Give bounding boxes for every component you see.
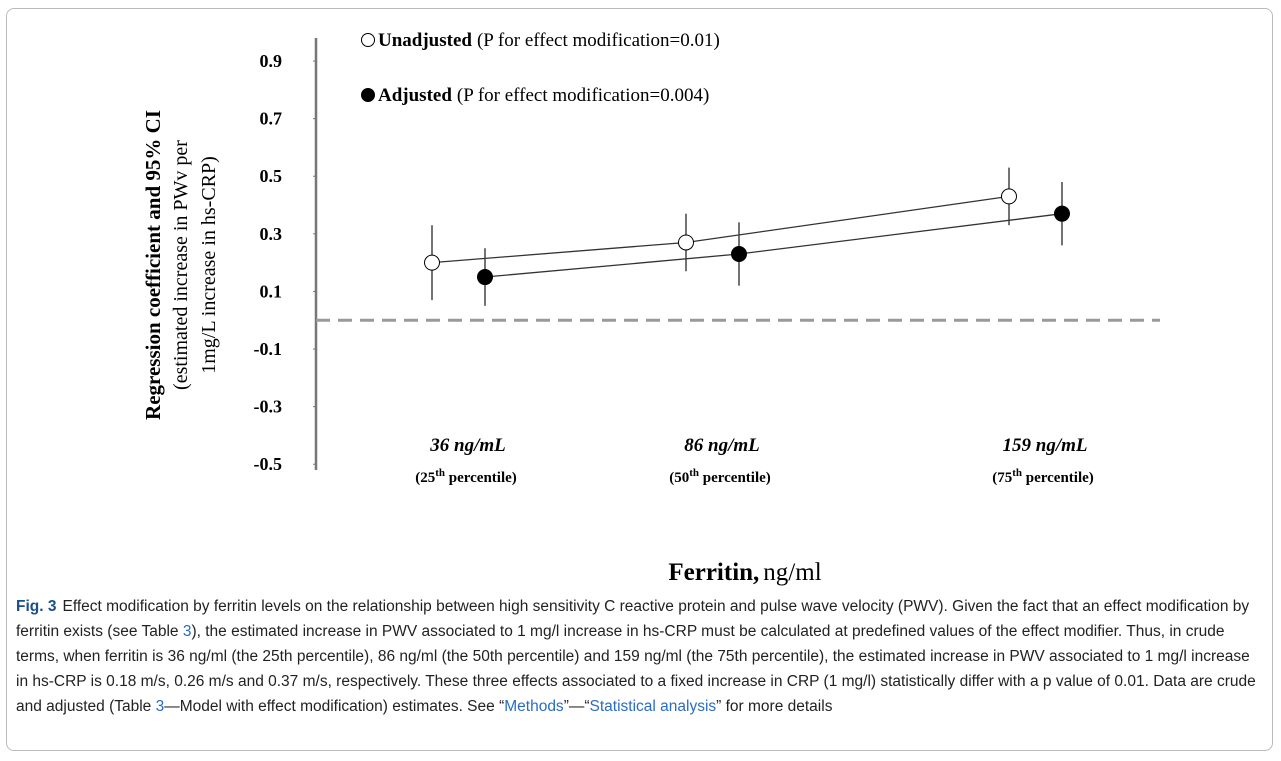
y-tick-label: 0.7 xyxy=(260,109,283,129)
series-line xyxy=(431,195,1010,264)
x-axis-title-unit: ng/ml xyxy=(763,559,821,586)
note-sup: th xyxy=(435,467,445,479)
note-text: (50 xyxy=(669,470,689,486)
caption-link[interactable]: 3 xyxy=(155,698,165,715)
x-tick-note: (75th percentile) xyxy=(992,467,1094,486)
legend-name: Unadjusted xyxy=(378,30,472,51)
data-point xyxy=(731,246,747,262)
y-tick-label: 0.5 xyxy=(260,166,283,186)
legend-name: Adjusted xyxy=(378,85,452,106)
caption-text: —Model with effect modification) estimat… xyxy=(164,698,505,715)
y-tick-label: 0.9 xyxy=(260,51,283,71)
y-tick-label: 0.3 xyxy=(260,224,283,244)
x-tick-label: 36 ng/mL xyxy=(429,435,505,456)
y-tick-label: -0.5 xyxy=(254,454,283,474)
note-text: percentile) xyxy=(445,470,517,486)
data-point xyxy=(678,234,694,251)
x-tick-label: 86 ng/mL xyxy=(684,435,759,456)
legend-label: Adjusted (P for effect modification=0.004… xyxy=(378,85,709,106)
caption: Fig. 3 Effect modification by ferritin le… xyxy=(16,594,1256,719)
note-sup: th xyxy=(689,467,699,479)
caption-link[interactable]: 3 xyxy=(182,623,192,640)
figure-frame xyxy=(6,8,1273,751)
series-line xyxy=(484,213,1063,278)
caption-label: Fig. 3 xyxy=(16,598,57,615)
x-tick-note: (50th percentile) xyxy=(669,467,771,486)
x-tick-note: (25th percentile) xyxy=(415,467,517,486)
legend-marker xyxy=(361,33,375,47)
data-point xyxy=(477,269,493,286)
caption-text: ”—“ xyxy=(563,698,590,715)
data-point xyxy=(1001,188,1017,205)
y-axis-subtitle: 1mg/L increase in hs-CRP) xyxy=(198,156,220,374)
x-axis-title: Ferritin, ng/ml xyxy=(668,559,821,586)
legend-marker xyxy=(361,88,375,102)
caption-link[interactable]: Methods xyxy=(504,698,564,715)
note-text: (25 xyxy=(415,470,435,486)
chart: 0.9 0.7 0.5 0.3 0.1 -0.1 -0.3 -0.5 Regression co… xyxy=(141,30,1160,586)
legend-label: Unadjusted (P for effect modification=0.0… xyxy=(378,30,720,51)
caption-text: ” for more details xyxy=(716,698,833,715)
y-tick-label: 0.1 xyxy=(260,281,283,301)
y-tick-label: -0.1 xyxy=(254,339,283,359)
data-point xyxy=(424,254,440,271)
legend-note: (P for effect modification=0.004) xyxy=(457,85,709,106)
note-sup: th xyxy=(1012,467,1022,479)
y-axis-subtitle: (estimated increase in PWv per xyxy=(170,140,192,390)
x-axis-title-main: Ferritin, xyxy=(668,559,759,586)
caption-text: ), the estimated increase in PWV associa… xyxy=(16,623,1256,715)
x-tick-label: 159 ng/mL xyxy=(1003,435,1088,456)
note-text: percentile) xyxy=(1022,470,1094,486)
legend-note: (P for effect modification=0.01) xyxy=(477,30,720,51)
y-axis-title: Regression coefficient and 95% CI xyxy=(141,110,165,420)
note-text: (75 xyxy=(992,470,1012,486)
y-tick-label: -0.3 xyxy=(254,397,283,417)
data-point xyxy=(1054,205,1070,222)
caption-text: Effect modification by ferritin levels o… xyxy=(16,598,1250,640)
caption-link[interactable]: Statistical analysis xyxy=(589,698,717,715)
note-text: percentile) xyxy=(699,470,771,486)
